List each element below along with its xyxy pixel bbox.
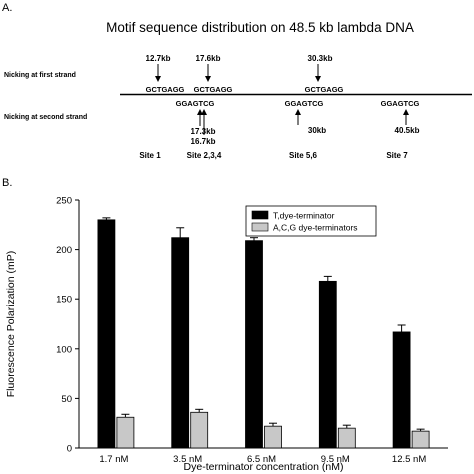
bottom-site-sequence: GGAGTCG (176, 99, 215, 108)
top-site-kb: 30.3kb (308, 54, 333, 63)
x-tick-label: 9.5 nM (321, 454, 350, 465)
down-arrow-icon (315, 76, 321, 82)
up-arrow-icon (201, 109, 207, 115)
legend-entry: A,C,G dye-terminators (273, 223, 358, 233)
bottom-site-kb: 16.7kb (191, 137, 216, 146)
bar (264, 425, 282, 449)
bar (245, 240, 263, 449)
top-site-sequence: GCTGAGG (305, 85, 344, 94)
site-label: Site 2,3,4 (187, 151, 222, 160)
bottom-site-1: GGAGTCG 17.3kb 16.7kb (176, 99, 216, 146)
first-strand-label: Nicking at first strand (4, 72, 76, 79)
bar (411, 430, 430, 449)
up-arrow-icon (295, 109, 301, 115)
site-label: Site 5,6 (289, 151, 318, 160)
bottom-site-3: GGAGTCG 40.5kb (381, 99, 420, 135)
legend-swatch (251, 210, 269, 220)
x-tick-label: 12.5 nM (392, 454, 426, 465)
panel-a-label: A. (2, 2, 12, 14)
bottom-site-sequence: GGAGTCG (285, 99, 324, 108)
y-tick-label: 150 (56, 295, 72, 306)
top-site-sequence: GCTGAGG (194, 85, 233, 94)
bottom-site-kb: 40.5kb (395, 126, 420, 135)
bar (97, 219, 116, 449)
bottom-site-kb: 17.3kb (191, 127, 216, 136)
down-arrow-icon (205, 76, 211, 82)
y-tick-label: 200 (56, 245, 72, 256)
bar (337, 427, 356, 449)
bar (116, 416, 135, 449)
y-tick-label: 50 (61, 394, 72, 405)
bar (318, 280, 337, 449)
legend-swatch (251, 222, 269, 232)
top-site-3: 30.3kb GCTGAGG (305, 54, 344, 94)
y-tick-label: 250 (56, 196, 72, 207)
bar (190, 411, 209, 449)
up-arrow-icon (197, 109, 203, 115)
x-axis-label: Dye-terminator concentration (nM) (184, 461, 344, 473)
panel-a-title: Motif sequence distribution on 48.5 kb l… (106, 20, 414, 35)
bar-chart: 0 50 100 150 200 250 Fluorescence Polarization… (5, 196, 448, 473)
second-strand-label: Nicking at second strand (4, 114, 87, 121)
bottom-site-kb: 30kb (308, 126, 326, 135)
down-arrow-icon (155, 76, 161, 82)
x-tick-label: 1.7 nM (99, 454, 128, 465)
y-axis-label: Fluorescence Polarization (mP) (5, 251, 17, 397)
top-site-kb: 12.7kb (146, 54, 171, 63)
top-site-2: 17.6kb GCTGAGG (194, 54, 233, 94)
panel-b-label: B. (2, 177, 12, 189)
bar (392, 331, 411, 449)
x-tick-label: 3.5 nM (173, 454, 202, 465)
y-tick-label: 0 (67, 444, 72, 455)
site-label: Site 7 (386, 151, 408, 160)
top-site-1: 12.7kb GCTGAGG (146, 54, 185, 94)
top-site-kb: 17.6kb (196, 54, 221, 63)
x-tick-label: 6.5 nM (247, 454, 276, 465)
legend-entry: T,dye-terminator (273, 211, 335, 221)
y-tick-label: 100 (56, 344, 72, 355)
bar (171, 237, 190, 449)
bottom-site-sequence: GGAGTCG (381, 99, 420, 108)
site-label: Site 1 (139, 151, 161, 160)
bottom-site-2: GGAGTCG 30kb (285, 99, 327, 135)
top-site-sequence: GCTGAGG (146, 85, 185, 94)
up-arrow-icon (403, 109, 409, 115)
